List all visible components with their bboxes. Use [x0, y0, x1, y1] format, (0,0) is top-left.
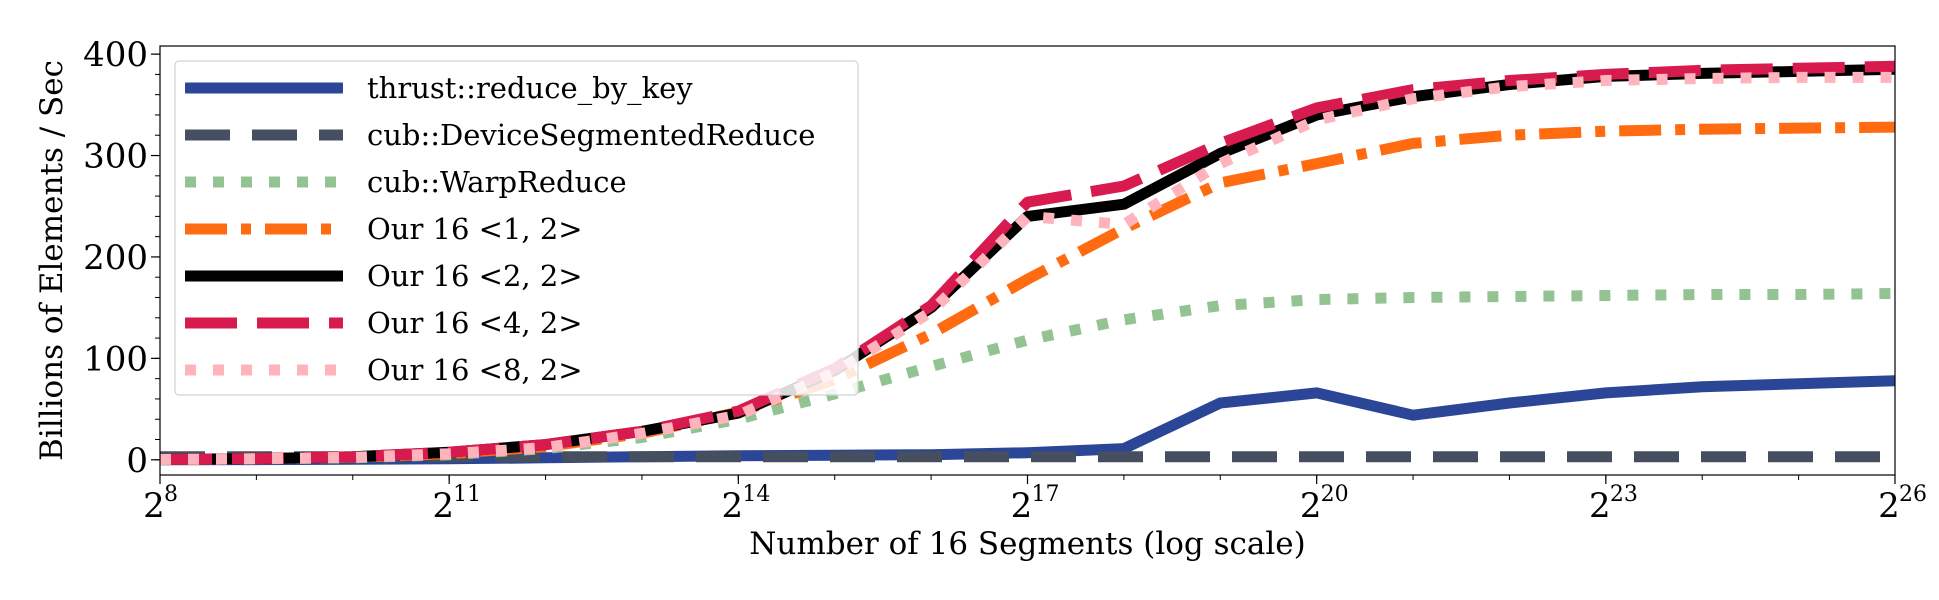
y-tick-label: 0 — [126, 441, 148, 481]
x-tick-label: 2 — [1589, 486, 1611, 526]
legend-label-our-16-1-2: Our 16 <1, 2> — [367, 212, 583, 246]
series-line-our-16-1-2 — [159, 121, 1896, 465]
y-tick-label: 200 — [83, 238, 148, 278]
legend-label-our-16-2-2: Our 16 <2, 2> — [367, 259, 583, 293]
x-tick-exponent: 14 — [742, 482, 770, 507]
x-tick-exponent: 26 — [1899, 482, 1927, 507]
legend-label-our-16-8-2: Our 16 <8, 2> — [367, 353, 583, 387]
x-tick-exponent: 8 — [164, 482, 178, 507]
x-tick-label: 2 — [1878, 486, 1900, 526]
x-axis-label: Number of 16 Segments (log scale) — [749, 526, 1305, 562]
legend-label-cub-warpreduce: cub::WarpReduce — [367, 165, 627, 199]
legend-label-thrust-reduce-by-key: thrust::reduce_by_key — [367, 71, 693, 106]
x-tick-exponent: 11 — [453, 482, 481, 507]
x-tick-exponent: 17 — [1032, 482, 1060, 507]
legend: thrust::reduce_by_keycub::DeviceSegmente… — [174, 60, 859, 396]
y-tick-label: 300 — [83, 137, 148, 177]
legend-label-our-16-4-2: Our 16 <4, 2> — [367, 306, 583, 340]
legend-box — [174, 60, 859, 396]
y-axis-label: Billions of Elements / Sec — [34, 60, 70, 461]
x-tick-label: 2 — [432, 486, 454, 526]
series-lines — [159, 60, 1896, 466]
y-tick-label: 400 — [83, 35, 148, 75]
legend-label-cub-devicesegmentedreduce: cub::DeviceSegmentedReduce — [367, 118, 815, 152]
x-tick-label: 2 — [143, 486, 165, 526]
series-line-our-16-8-2 — [159, 71, 1895, 465]
y-tick-label: 100 — [83, 339, 148, 379]
x-tick-exponent: 23 — [1610, 482, 1638, 507]
x-tick-label: 2 — [1011, 486, 1033, 526]
x-tick-label: 2 — [722, 486, 744, 526]
x-tick-exponent: 20 — [1321, 482, 1349, 507]
x-tick-label: 2 — [1300, 486, 1322, 526]
